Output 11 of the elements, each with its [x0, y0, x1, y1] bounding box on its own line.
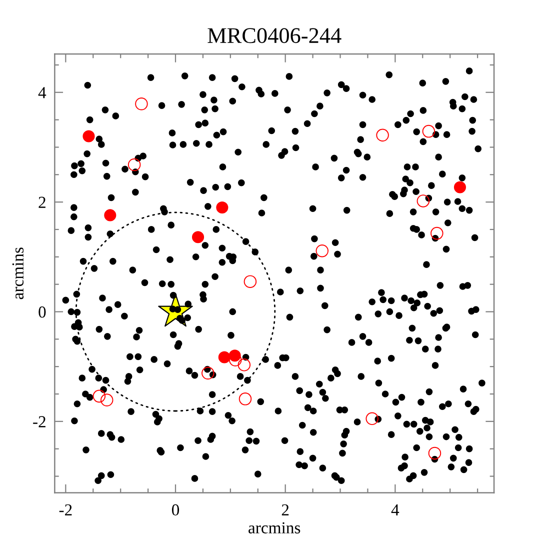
y-tick-label: 4 [38, 87, 46, 98]
x-tick-label: 0 [172, 504, 180, 516]
x-tick-label: 4 [391, 504, 400, 516]
x-axis-title: arcmins [248, 522, 300, 534]
y-axis-title: arcmins [12, 248, 24, 300]
y-tick-label: 2 [38, 196, 46, 208]
chart-title: MRC0406-244 [208, 28, 342, 44]
y-tick-label: 0 [38, 306, 46, 318]
x-tick-label: -2 [59, 504, 72, 516]
y-tick-label: -2 [33, 416, 46, 428]
x-tick-label: 2 [282, 504, 289, 516]
